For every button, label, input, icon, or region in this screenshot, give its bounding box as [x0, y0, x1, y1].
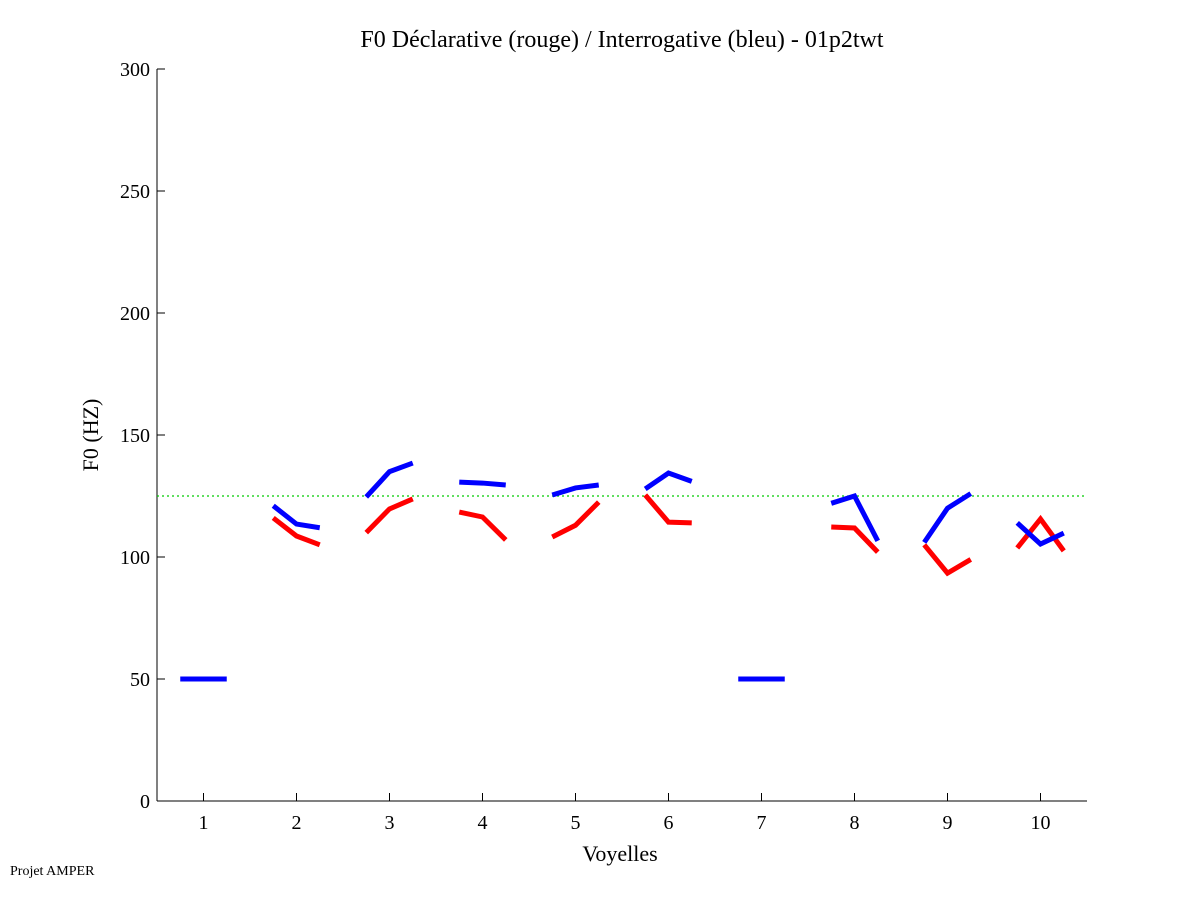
data-marks: [157, 460, 1087, 682]
y-tick-label: 150: [120, 425, 150, 447]
x-tick-label: 7: [757, 812, 767, 834]
declarative-segment-vowel-2: [271, 515, 321, 548]
interrogative-segment-vowel-10: [1015, 520, 1065, 548]
x-tick-label: 4: [478, 812, 488, 834]
interrogative-segment-vowel-2: [271, 503, 321, 531]
interrogative-segment-vowel-9: [922, 491, 973, 544]
interrogative-segment-vowel-6: [643, 470, 693, 491]
declarative-segment-vowel-5: [551, 500, 601, 540]
axes: 0 50 100 150 200 250 300 1 2 3 4 5 6 7 8 9 10: [120, 59, 1087, 834]
y-tick-label: 300: [120, 59, 150, 81]
x-tick-label: 6: [664, 812, 674, 834]
x-axis-label: Voyelles: [582, 841, 657, 866]
x-tick-label: 3: [385, 812, 395, 834]
x-tick-label: 9: [943, 812, 953, 834]
declarative-segment-vowel-4: [458, 509, 508, 542]
interrogative-segment-vowel-4: [459, 479, 506, 488]
interrogative-segment-vowel-3: [364, 460, 414, 499]
y-tick-label: 200: [120, 303, 150, 325]
y-tick-label: 100: [120, 547, 150, 569]
declarative-segment-vowel-9: [922, 543, 973, 577]
footer-credit: Projet AMPER: [10, 864, 95, 879]
x-tick-label: 8: [850, 812, 860, 834]
declarative-segment-vowel-8: [831, 524, 880, 554]
declarative-segment-vowel-6: [643, 493, 692, 526]
x-tick-label: 10: [1031, 812, 1051, 834]
y-tick-label: 50: [130, 669, 150, 691]
x-tick-label: 1: [199, 812, 209, 834]
interrogative-segment-vowel-5: [551, 482, 600, 498]
x-tick-label: 2: [292, 812, 302, 834]
y-tick-label: 250: [120, 181, 150, 203]
declarative-segment-vowel-3: [364, 496, 414, 535]
x-tick-label: 5: [571, 812, 581, 834]
y-tick-label: 0: [140, 791, 150, 813]
interrogative-segment-vowel-8: [830, 492, 880, 543]
declarative-segment-vowel-10: [1015, 514, 1066, 553]
chart-title: F0 Déclarative (rouge) / Interrogative (…: [360, 27, 883, 53]
y-axis-label: F0 (HZ): [78, 399, 103, 472]
